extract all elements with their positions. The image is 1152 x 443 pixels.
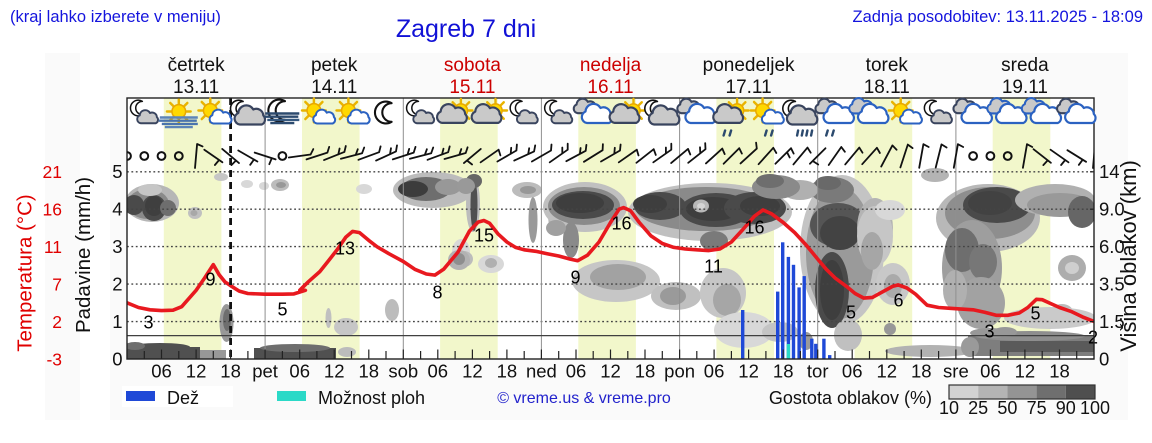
svg-text:Temperatura (°C): Temperatura (°C) xyxy=(14,194,37,351)
svg-text:19.11: 19.11 xyxy=(1002,77,1048,98)
svg-text:06: 06 xyxy=(151,361,172,382)
svg-text:5: 5 xyxy=(846,303,856,323)
svg-text:18: 18 xyxy=(1049,361,1070,382)
svg-text:21: 21 xyxy=(43,162,62,182)
svg-text:25: 25 xyxy=(968,398,988,418)
svg-text:torek: torek xyxy=(866,55,909,76)
svg-text:16: 16 xyxy=(744,218,764,238)
svg-text:tor: tor xyxy=(807,361,829,382)
svg-text:četrtek: četrtek xyxy=(168,55,226,76)
svg-text:06: 06 xyxy=(704,361,725,382)
svg-text:15: 15 xyxy=(474,226,494,246)
svg-text:11: 11 xyxy=(704,257,723,277)
svg-text:Zadnja posodobitev: 13.11.2025: Zadnja posodobitev: 13.11.2025 - 18:09 xyxy=(853,8,1144,26)
svg-text:1.5: 1.5 xyxy=(1099,311,1125,332)
svg-text:Gostota oblakov (%): Gostota oblakov (%) xyxy=(769,388,932,408)
svg-text:2: 2 xyxy=(1088,328,1098,348)
svg-text:9: 9 xyxy=(205,270,215,290)
svg-text:4: 4 xyxy=(112,199,122,220)
svg-text:ponedeljek: ponedeljek xyxy=(703,55,795,76)
svg-text:5: 5 xyxy=(277,300,287,320)
svg-text:3: 3 xyxy=(984,322,994,342)
svg-text:0: 0 xyxy=(112,349,122,370)
svg-text:9: 9 xyxy=(570,268,580,288)
svg-text:18: 18 xyxy=(911,361,932,382)
svg-text:5: 5 xyxy=(112,161,122,182)
svg-text:12: 12 xyxy=(462,361,483,382)
svg-text:8: 8 xyxy=(432,283,442,303)
svg-text:16.11: 16.11 xyxy=(587,77,633,98)
svg-text:sobota: sobota xyxy=(444,55,501,76)
svg-text:12: 12 xyxy=(1015,361,1036,382)
svg-text:90: 90 xyxy=(1056,398,1076,418)
svg-text:13.11: 13.11 xyxy=(173,77,219,98)
svg-text:14: 14 xyxy=(1099,161,1120,182)
svg-text:Dež: Dež xyxy=(167,388,199,408)
svg-text:12: 12 xyxy=(186,361,207,382)
svg-text:© vreme.us & vreme.pro: © vreme.us & vreme.pro xyxy=(497,390,671,407)
svg-text:12: 12 xyxy=(877,361,898,382)
svg-text:9.0: 9.0 xyxy=(1099,199,1125,220)
svg-text:18: 18 xyxy=(635,361,656,382)
svg-text:0: 0 xyxy=(1099,349,1109,370)
svg-text:Možnost ploh: Možnost ploh xyxy=(318,388,425,408)
svg-text:06: 06 xyxy=(566,361,587,382)
svg-text:3: 3 xyxy=(143,313,153,333)
svg-text:10: 10 xyxy=(939,398,959,418)
svg-text:2: 2 xyxy=(52,312,62,332)
svg-text:12: 12 xyxy=(600,361,621,382)
svg-text:18: 18 xyxy=(220,361,241,382)
svg-text:Zagreb 7 dni: Zagreb 7 dni xyxy=(396,15,536,43)
svg-text:13: 13 xyxy=(335,239,355,259)
svg-text:11: 11 xyxy=(44,237,62,257)
svg-text:75: 75 xyxy=(1027,398,1047,418)
svg-text:17.11: 17.11 xyxy=(726,77,772,98)
svg-text:18.11: 18.11 xyxy=(864,77,910,98)
svg-text:06: 06 xyxy=(980,361,1001,382)
svg-text:petek: petek xyxy=(311,55,358,76)
svg-text:sreda: sreda xyxy=(1001,55,1049,76)
svg-text:sre: sre xyxy=(943,361,969,382)
svg-text:1: 1 xyxy=(112,311,122,332)
svg-text:pon: pon xyxy=(664,361,695,382)
svg-text:5: 5 xyxy=(1030,304,1040,324)
svg-text:18: 18 xyxy=(773,361,794,382)
svg-text:-3: -3 xyxy=(46,350,62,370)
svg-text:06: 06 xyxy=(428,361,449,382)
svg-text:Padavine (mm/h): Padavine (mm/h) xyxy=(72,177,95,333)
svg-text:Višina oblakov (km): Višina oblakov (km) xyxy=(1116,160,1141,352)
svg-text:06: 06 xyxy=(842,361,863,382)
svg-text:ned: ned xyxy=(526,361,557,382)
svg-text:pet: pet xyxy=(252,361,278,382)
svg-text:14.11: 14.11 xyxy=(311,77,357,98)
svg-text:sob: sob xyxy=(388,361,418,382)
svg-text:nedelja: nedelja xyxy=(580,55,642,76)
svg-text:15.11: 15.11 xyxy=(449,77,495,98)
svg-text:100: 100 xyxy=(1080,398,1110,418)
svg-text:16: 16 xyxy=(611,214,631,234)
svg-text:3: 3 xyxy=(112,236,122,257)
svg-text:50: 50 xyxy=(997,398,1017,418)
svg-text:18: 18 xyxy=(359,361,380,382)
svg-text:12: 12 xyxy=(324,361,345,382)
svg-text:6.0: 6.0 xyxy=(1099,236,1125,257)
svg-text:(kraj lahko izberete v meniju): (kraj lahko izberete v meniju) xyxy=(10,8,221,26)
svg-text:16: 16 xyxy=(43,200,62,220)
svg-text:06: 06 xyxy=(289,361,310,382)
svg-text:6: 6 xyxy=(893,291,903,311)
svg-text:12: 12 xyxy=(738,361,759,382)
svg-text:7: 7 xyxy=(52,275,62,295)
svg-text:2: 2 xyxy=(112,274,122,295)
svg-text:18: 18 xyxy=(497,361,518,382)
svg-text:3.5: 3.5 xyxy=(1099,274,1125,295)
